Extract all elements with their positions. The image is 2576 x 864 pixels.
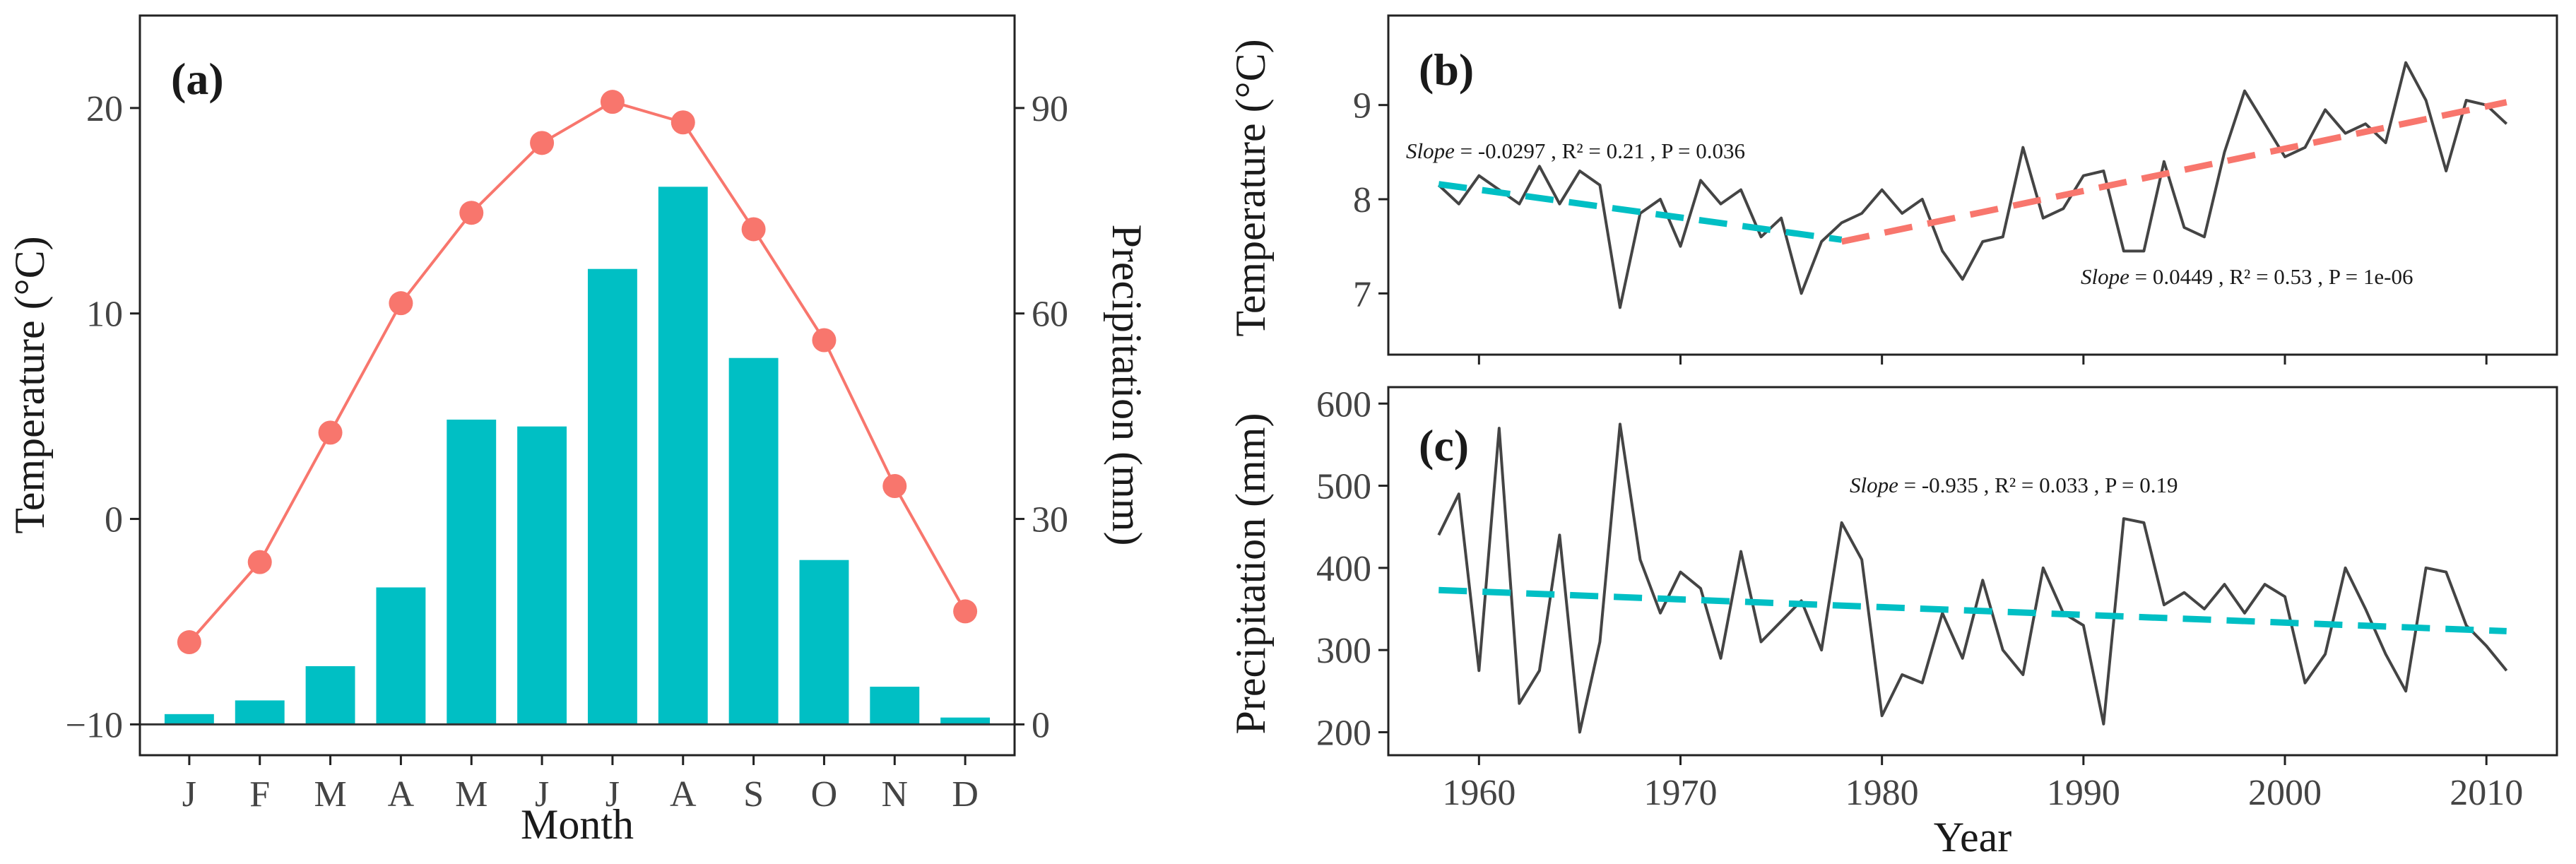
y-tick-label: −10 xyxy=(66,705,123,745)
x-tick-label: S xyxy=(743,774,764,815)
x-tick-label: 2000 xyxy=(2248,773,2322,813)
panel-c-trend-annotation: Slope = -0.935 , R² = 0.033 , P = 0.19 xyxy=(1850,473,2178,497)
y-tick-label: 7 xyxy=(1353,274,1371,314)
x-tick-label: D xyxy=(952,774,979,815)
y2-tick-label: 30 xyxy=(1032,500,1068,540)
panel-b-trend-2-annotation: Slope = 0.0449 , R² = 0.53 , P = 1e-06 xyxy=(2081,264,2413,289)
precip-bar-2 xyxy=(305,665,355,725)
temperature-annual-series xyxy=(1437,61,2508,309)
panel-a-left-y-axis-title: Temperature (°C) xyxy=(6,236,53,533)
temperature-point-8 xyxy=(741,217,766,242)
panel-a-plot-frame xyxy=(138,14,1016,757)
panel-c-x-axis-title: Year xyxy=(1934,814,2012,860)
panel-c-label: (c) xyxy=(1419,420,1469,471)
y-tick-label: 10 xyxy=(86,295,123,335)
x-tick-label: M xyxy=(314,774,346,815)
temperature-point-3 xyxy=(389,291,413,316)
x-tick-label: O xyxy=(811,774,838,815)
y2-tick-label: 90 xyxy=(1032,89,1068,129)
panel-a-label: (a) xyxy=(171,54,224,104)
precip-bar-1 xyxy=(235,700,285,725)
y-tick-label: 8 xyxy=(1353,180,1371,220)
panel-b-trend-1-annotation: Slope = -0.0297 , R² = 0.21 , P = 0.036 xyxy=(1406,138,1745,163)
temperature-point-2 xyxy=(318,420,343,445)
x-tick-label: N xyxy=(881,774,908,815)
temperature-point-7 xyxy=(670,110,695,135)
y-tick-label: 9 xyxy=(1353,86,1371,126)
panel-b-label: (b) xyxy=(1419,45,1474,95)
panel-c-axes: 200 300 400 500 600 1960 1970 1980 1990 2000 2010 xyxy=(1316,384,2523,813)
trend-stats: = 0.0449 , R² = 0.53 , P = 1e-06 xyxy=(2129,264,2413,289)
panel-b-annual-temperature: 7 8 9 (b) Temperature (°C) Slope = -0.0297… xyxy=(1227,14,2558,365)
series-line-panel-1 xyxy=(1437,61,2508,309)
precip-bar-0 xyxy=(164,714,214,725)
temperature-line xyxy=(188,100,967,644)
precip-bar-10 xyxy=(870,687,920,725)
precip-bar-5 xyxy=(517,426,567,725)
precipitation-bars xyxy=(140,187,1015,726)
temperature-point-1 xyxy=(247,550,272,574)
trend-stats: = -0.0297 , R² = 0.21 , P = 0.036 xyxy=(1455,138,1745,163)
x-tick-label: A xyxy=(670,774,697,815)
temperature-point-5 xyxy=(530,131,555,155)
slope-label: Slope xyxy=(2081,264,2129,289)
slope-label: Slope xyxy=(1406,138,1455,163)
x-tick-label: 2010 xyxy=(2450,773,2523,813)
y-tick-label: 0 xyxy=(105,500,123,540)
x-tick-label: 1970 xyxy=(1644,773,1718,813)
trend-line-1 xyxy=(1841,99,2507,245)
precip-bar-6 xyxy=(587,268,637,725)
y-tick-label: 300 xyxy=(1316,631,1371,671)
y-tick-label: 20 xyxy=(86,89,123,129)
precip-bar-8 xyxy=(728,357,779,725)
precip-bar-7 xyxy=(658,187,708,725)
x-tick-label: M xyxy=(455,774,488,815)
y2-tick-label: 60 xyxy=(1032,295,1068,335)
panel-a-x-axis-title: Month xyxy=(521,801,634,848)
temperature-point-0 xyxy=(177,630,201,655)
x-tick-label: A xyxy=(388,774,415,815)
precip-bar-4 xyxy=(447,419,497,725)
temperature-line-series xyxy=(177,90,978,655)
x-tick-label: J xyxy=(605,774,620,815)
x-tick-label: F xyxy=(249,774,270,815)
slope-label: Slope xyxy=(1850,473,1898,497)
y-tick-label: 200 xyxy=(1316,713,1371,753)
panel-b-axes: 7 8 9 xyxy=(1353,86,2488,365)
trend-stats: = -0.935 , R² = 0.033 , P = 0.19 xyxy=(1898,473,2178,497)
precipitation-annual-series xyxy=(1437,422,2508,734)
y-tick-label: 600 xyxy=(1316,384,1371,425)
x-tick-label: 1980 xyxy=(1845,773,1919,813)
precip-bar-9 xyxy=(799,560,849,725)
panel-c-plot-frame xyxy=(1387,386,2558,757)
panel-b-y-axis-title: Temperature (°C) xyxy=(1227,39,1274,336)
trend-line-0 xyxy=(1438,586,2507,634)
trend-line-0 xyxy=(1438,181,1843,243)
y-tick-label: 400 xyxy=(1316,549,1371,589)
panel-a-right-y-axis-title: Precipitation (mm) xyxy=(1104,225,1150,546)
y2-tick-label: 0 xyxy=(1032,705,1050,745)
temperature-point-9 xyxy=(812,328,837,353)
temperature-point-4 xyxy=(459,201,484,225)
temperature-point-10 xyxy=(882,474,907,499)
x-tick-label: J xyxy=(182,774,196,815)
x-tick-label: 1960 xyxy=(1442,773,1516,813)
temperature-point-11 xyxy=(953,599,978,624)
panel-b-plot-frame xyxy=(1387,14,2558,356)
series-line-panel-2 xyxy=(1437,422,2508,734)
y-tick-label: 500 xyxy=(1316,467,1371,507)
precip-bar-11 xyxy=(940,717,991,725)
panel-c-y-axis-title: Precipitation (mm) xyxy=(1227,413,1274,735)
precip-bar-3 xyxy=(376,587,426,725)
x-tick-label: 1990 xyxy=(2047,773,2120,813)
temperature-point-6 xyxy=(600,90,625,114)
x-tick-label: J xyxy=(535,774,549,815)
